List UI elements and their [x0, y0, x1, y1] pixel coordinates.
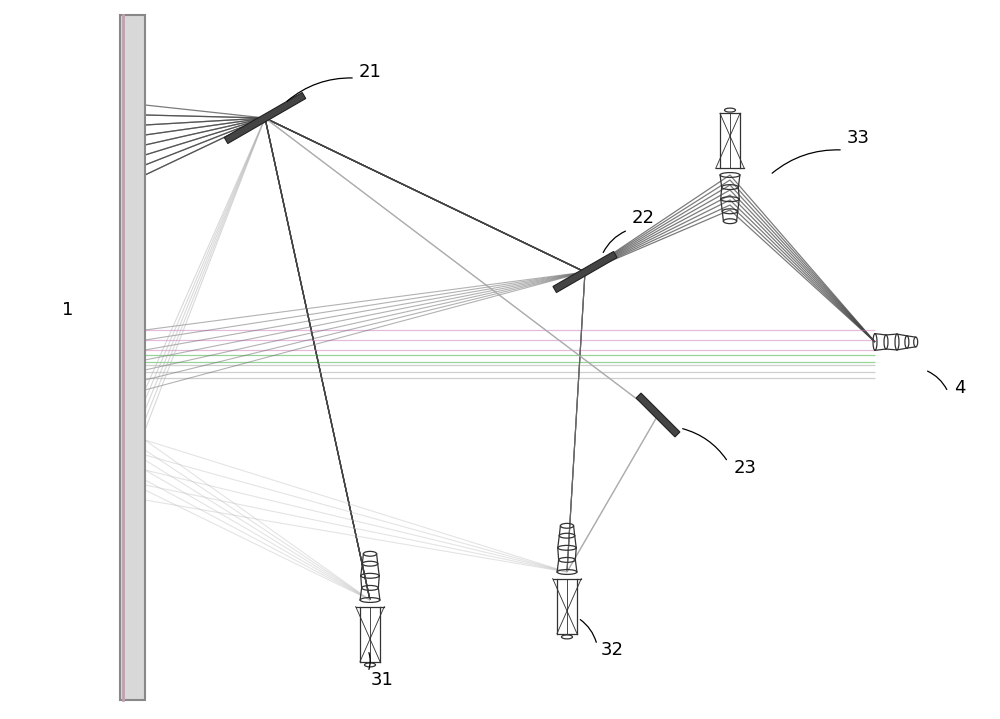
Text: 4: 4 — [954, 379, 966, 397]
Polygon shape — [224, 93, 306, 144]
Text: 23: 23 — [734, 459, 757, 477]
Text: 31: 31 — [371, 671, 393, 689]
Text: 1: 1 — [62, 301, 74, 319]
Polygon shape — [636, 393, 680, 437]
Text: 21: 21 — [359, 63, 381, 81]
Polygon shape — [553, 252, 617, 293]
Text: 33: 33 — [846, 129, 870, 147]
Text: 32: 32 — [600, 641, 624, 659]
Bar — [120, 15, 145, 700]
Text: 22: 22 — [632, 209, 654, 227]
